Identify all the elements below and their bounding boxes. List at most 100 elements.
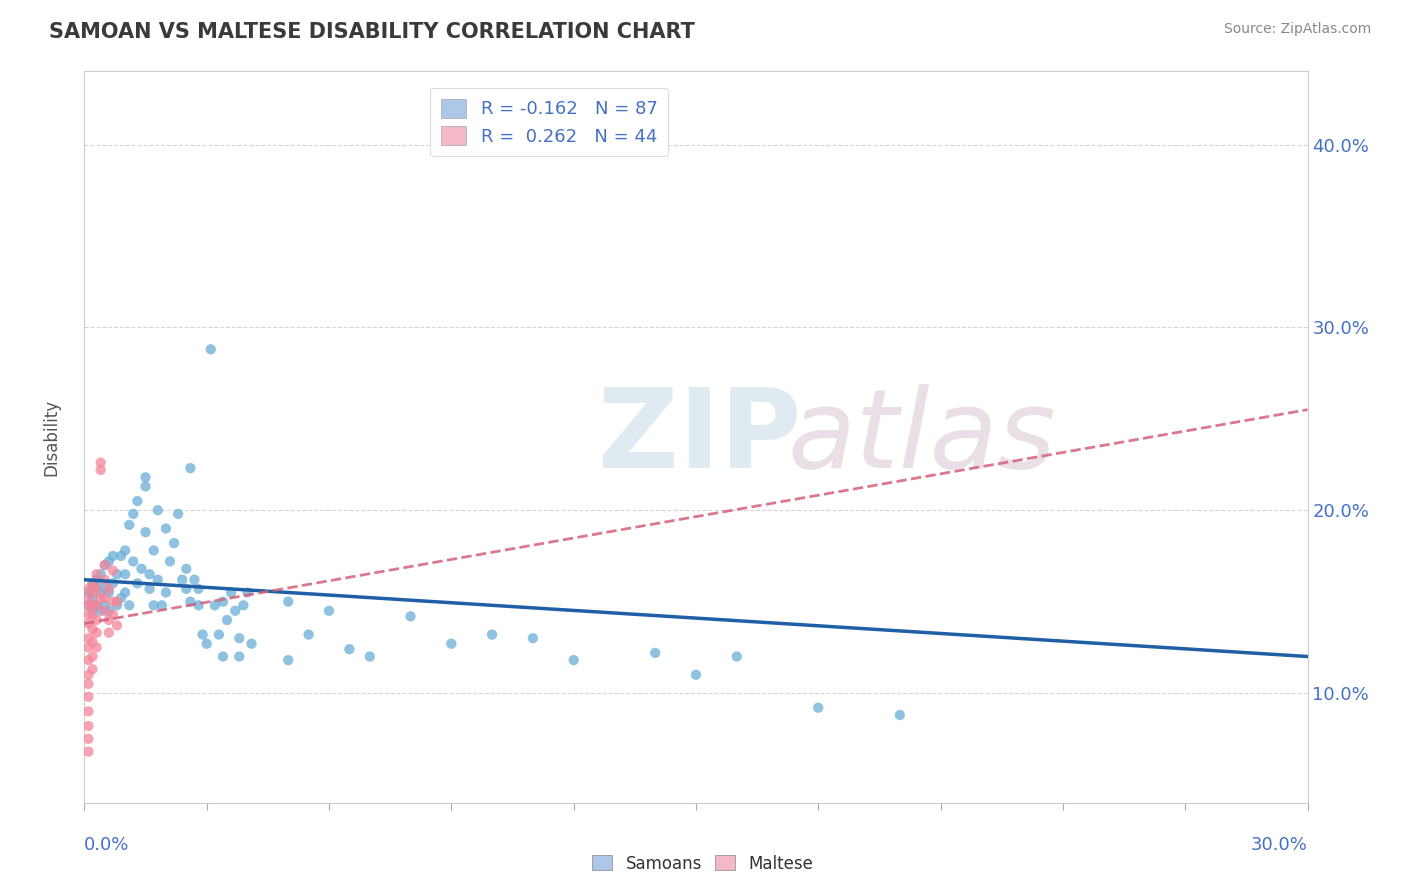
Point bbox=[195, 637, 218, 651]
Point bbox=[97, 625, 120, 640]
Point bbox=[77, 731, 100, 746]
Point bbox=[146, 503, 169, 517]
Point bbox=[122, 554, 145, 568]
Point bbox=[114, 585, 136, 599]
Point bbox=[212, 594, 235, 608]
Point bbox=[219, 585, 242, 599]
Point bbox=[142, 543, 165, 558]
Point bbox=[159, 554, 181, 568]
Point bbox=[685, 667, 707, 681]
Point bbox=[86, 599, 108, 613]
Point bbox=[167, 507, 190, 521]
Point bbox=[86, 625, 108, 640]
Point bbox=[82, 622, 104, 636]
Point bbox=[240, 637, 263, 651]
Point bbox=[187, 582, 209, 596]
Point bbox=[86, 599, 108, 613]
Point bbox=[90, 585, 112, 599]
Point bbox=[82, 649, 104, 664]
Point bbox=[93, 604, 115, 618]
Point bbox=[522, 632, 544, 646]
Point bbox=[86, 613, 108, 627]
Legend: Samoans, Maltese: Samoans, Maltese bbox=[586, 848, 820, 880]
Point bbox=[77, 599, 100, 613]
Point bbox=[101, 594, 124, 608]
Point bbox=[187, 599, 209, 613]
Point bbox=[82, 576, 104, 591]
Point bbox=[155, 585, 177, 599]
Point bbox=[82, 599, 104, 613]
Point bbox=[77, 585, 100, 599]
Point bbox=[236, 585, 259, 599]
Point bbox=[77, 582, 100, 596]
Point bbox=[138, 567, 160, 582]
Point bbox=[86, 580, 108, 594]
Point bbox=[118, 517, 141, 532]
Point bbox=[481, 627, 503, 641]
Point bbox=[90, 591, 112, 605]
Text: SAMOAN VS MALTESE DISABILITY CORRELATION CHART: SAMOAN VS MALTESE DISABILITY CORRELATION… bbox=[49, 22, 695, 42]
Point bbox=[77, 591, 100, 605]
Point bbox=[127, 576, 149, 591]
Point bbox=[122, 507, 145, 521]
Point bbox=[204, 599, 226, 613]
Point bbox=[77, 653, 100, 667]
Point bbox=[889, 708, 911, 723]
Point bbox=[77, 705, 100, 719]
Point bbox=[150, 599, 173, 613]
Point bbox=[228, 632, 250, 646]
Text: Source: ZipAtlas.com: Source: ZipAtlas.com bbox=[1223, 22, 1371, 37]
Point bbox=[114, 567, 136, 582]
Point bbox=[146, 573, 169, 587]
Point bbox=[135, 470, 157, 484]
Point bbox=[105, 567, 128, 582]
Point bbox=[114, 543, 136, 558]
Point bbox=[135, 525, 157, 540]
Y-axis label: Disability: Disability bbox=[42, 399, 60, 475]
Point bbox=[298, 627, 321, 641]
Point bbox=[224, 604, 246, 618]
Point bbox=[77, 677, 100, 691]
Point bbox=[101, 607, 124, 622]
Point bbox=[93, 558, 115, 573]
Point bbox=[77, 632, 100, 646]
Point bbox=[97, 604, 120, 618]
Text: 30.0%: 30.0% bbox=[1251, 836, 1308, 854]
Point bbox=[359, 649, 381, 664]
Point bbox=[86, 582, 108, 596]
Text: ZIP: ZIP bbox=[598, 384, 801, 491]
Point bbox=[82, 662, 104, 676]
Point bbox=[105, 594, 128, 608]
Point bbox=[86, 640, 108, 655]
Point bbox=[93, 573, 115, 587]
Point bbox=[90, 567, 112, 582]
Point bbox=[101, 576, 124, 591]
Point bbox=[155, 521, 177, 535]
Point bbox=[105, 599, 128, 613]
Point bbox=[82, 635, 104, 649]
Point bbox=[174, 562, 197, 576]
Point bbox=[131, 562, 153, 576]
Point bbox=[191, 627, 214, 641]
Point bbox=[807, 700, 830, 714]
Point bbox=[142, 599, 165, 613]
Point bbox=[77, 607, 100, 622]
Point bbox=[97, 585, 120, 599]
Point bbox=[90, 604, 112, 618]
Point bbox=[440, 637, 463, 651]
Point bbox=[232, 599, 254, 613]
Point bbox=[90, 463, 112, 477]
Point bbox=[277, 653, 299, 667]
Point bbox=[77, 690, 100, 704]
Point bbox=[93, 580, 115, 594]
Point bbox=[163, 536, 186, 550]
Point bbox=[77, 719, 100, 733]
Point bbox=[86, 567, 108, 582]
Point bbox=[339, 642, 361, 657]
Point bbox=[118, 599, 141, 613]
Point bbox=[82, 591, 104, 605]
Point bbox=[127, 494, 149, 508]
Point bbox=[82, 604, 104, 618]
Legend: R = -0.162   N = 87, R =  0.262   N = 44: R = -0.162 N = 87, R = 0.262 N = 44 bbox=[430, 87, 668, 156]
Point bbox=[97, 582, 120, 596]
